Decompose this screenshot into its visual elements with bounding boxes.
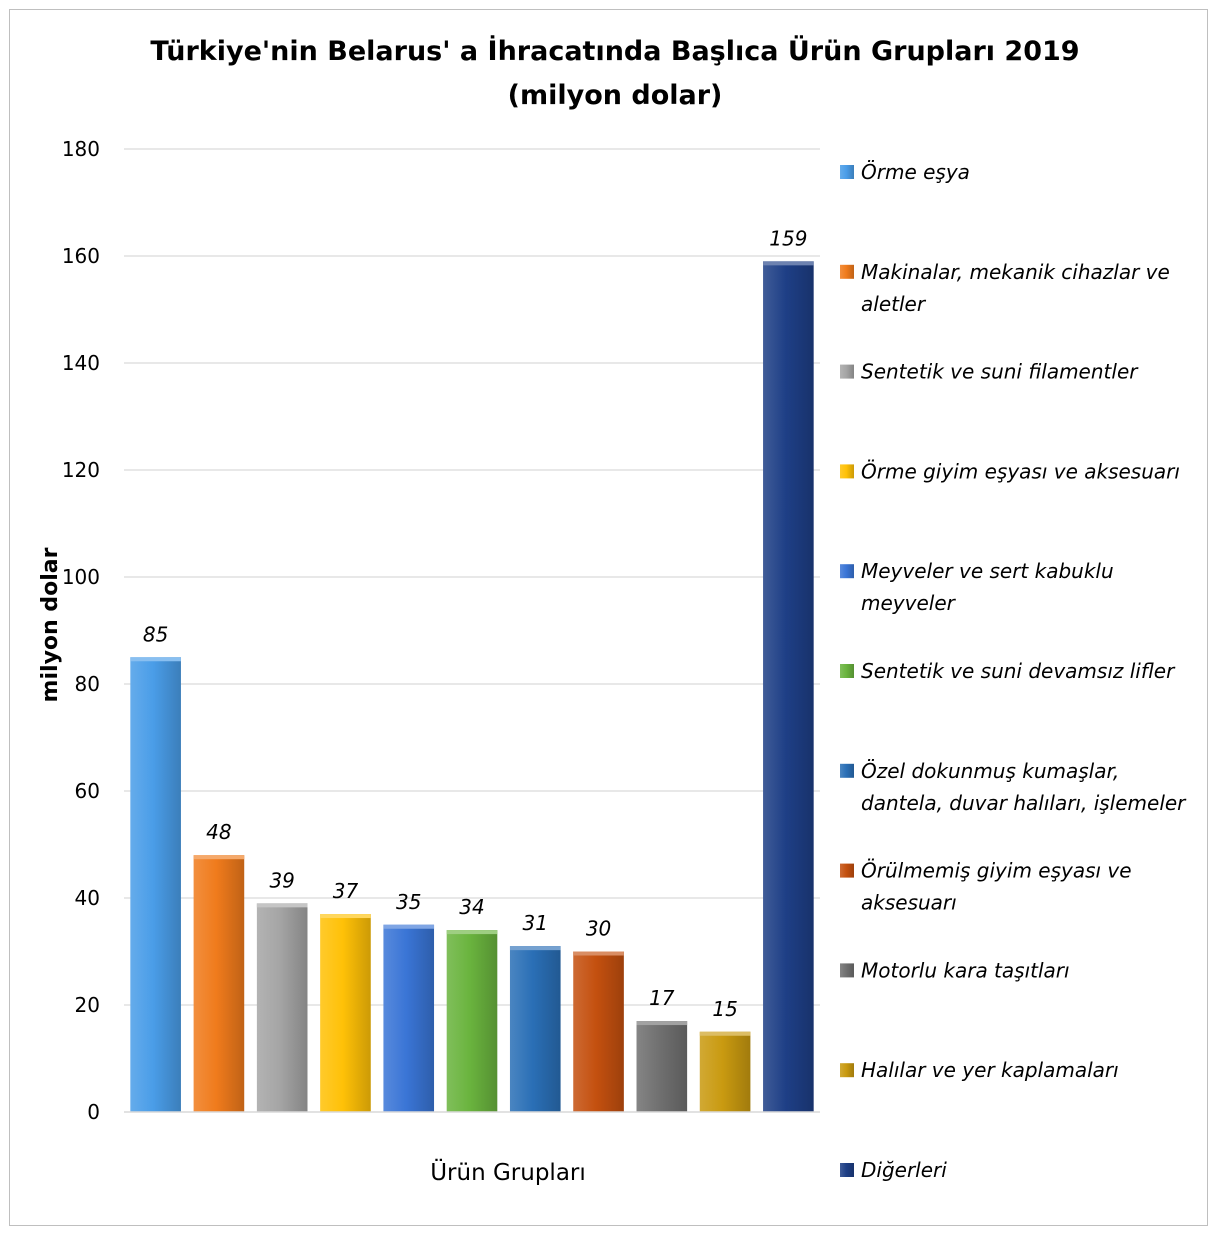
data-label: 37 [333,879,359,903]
legend-label: Örme eşya [861,160,970,184]
bar [130,657,181,1112]
bar-top-bevel [636,1021,688,1026]
data-label: 17 [649,986,675,1010]
bar [320,914,371,1112]
legend-label: meyveler [861,591,957,615]
chart-title-line-2: (milyon dolar) [508,80,723,111]
data-label: 159 [769,226,807,250]
legend-item: Motorlu kara taşıtları [840,958,1070,982]
bar-top-bevel [383,924,435,929]
bar [446,930,498,1112]
legend-item: Sentetik ve suni filamentler [840,360,1139,384]
legend: Örme eşya Makinalar, mekanik cihazlar ve a… [840,160,1187,1182]
bar [383,924,435,1112]
legend-label: Meyveler ve sert kabuklu [861,559,1114,583]
bar [763,261,814,1113]
legend-label: dantela, duvar halıları, işlemeler [861,791,1187,815]
y-tick-label: 80 [75,672,100,696]
legend-item: Diğerleri [840,1158,947,1182]
legend-item: Özel dokunmuş kumaşlar, dantela, duvar ha… [840,759,1187,815]
legend-swatch [840,763,854,778]
bars [130,261,814,1113]
bar [256,903,308,1112]
y-tick-label: 100 [62,565,100,589]
bar-top-bevel [130,657,181,662]
legend-item: Halılar ve yer kaplamaları [840,1058,1119,1082]
legend-label: Diğerleri [861,1158,947,1182]
bar-top-bevel [320,914,371,919]
legend-swatch [840,264,854,279]
y-axis-ticks: 0 20 40 60 80 100 120 140 160 180 [62,137,100,1124]
y-tick-label: 140 [62,351,100,375]
y-tick-label: 20 [75,993,100,1017]
data-labels: 85 48 39 37 35 34 31 30 17 15 159 [143,226,808,1020]
data-label: 48 [206,820,231,844]
y-tick-label: 120 [62,458,100,482]
legend-swatch [840,963,854,978]
legend-label: Sentetik ve suni devamsız lifler [861,659,1176,683]
chart-title: Türkiye'nin Belarus' a İhracatında Başlı… [150,34,1079,111]
bar [636,1021,688,1112]
legend-item: Meyveler ve sert kabuklu meyveler [840,559,1114,615]
legend-label: Örülmemiş giyim eşyası ve [861,859,1132,883]
legend-label: Halılar ve yer kaplamaları [861,1058,1119,1082]
legend-label: Özel dokunmuş kumaşlar, [861,759,1119,783]
data-label: 15 [712,997,737,1021]
data-label: 39 [269,868,294,892]
legend-item: Örme eşya [840,160,970,184]
legend-label: aletler [861,292,927,316]
legend-label: Örme giyim eşyası ve aksesuarı [861,459,1180,483]
legend-swatch [840,664,854,678]
data-label: 34 [459,895,484,919]
bar [699,1031,751,1112]
bar-top-bevel [193,855,245,860]
legend-item: Makinalar, mekanik cihazlar ve aletler [840,260,1170,316]
bar [573,951,624,1112]
bar-top-bevel [699,1031,751,1036]
legend-label: Makinalar, mekanik cihazlar ve [861,260,1170,284]
legend-swatch [840,364,854,379]
data-label: 30 [586,917,611,941]
legend-item: Örülmemiş giyim eşyası ve aksesuarı [840,859,1132,915]
legend-swatch [840,1063,854,1078]
x-axis-label: Ürün Grupları [430,1158,586,1186]
legend-swatch [840,464,854,479]
y-tick-label: 180 [62,137,100,161]
y-axis-label: milyon dolar [38,547,63,702]
legend-swatch [840,863,854,878]
data-label: 85 [143,622,168,646]
data-label: 35 [396,890,421,914]
bar-top-bevel [763,261,814,266]
legend-swatch [840,564,854,579]
chart-title-line-1: Türkiye'nin Belarus' a İhracatında Başlı… [150,34,1079,67]
bar-top-bevel [573,951,624,956]
legend-label: Sentetik ve suni filamentler [861,360,1139,384]
legend-label: Motorlu kara taşıtları [861,958,1070,982]
bar-top-bevel [509,946,561,951]
y-tick-label: 160 [62,244,100,268]
legend-label: aksesuarı [861,891,957,915]
data-label: 31 [523,911,548,935]
bar-top-bevel [446,930,498,935]
bar-top-bevel [256,903,308,908]
y-tick-label: 40 [75,886,100,910]
legend-swatch [840,1163,854,1177]
legend-swatch [840,165,854,179]
y-tick-label: 0 [87,1100,100,1124]
bar [193,855,245,1112]
legend-item: Örme giyim eşyası ve aksesuarı [840,459,1180,483]
y-tick-label: 60 [75,779,100,803]
legend-item: Sentetik ve suni devamsız lifler [840,659,1176,683]
bar [509,946,561,1112]
